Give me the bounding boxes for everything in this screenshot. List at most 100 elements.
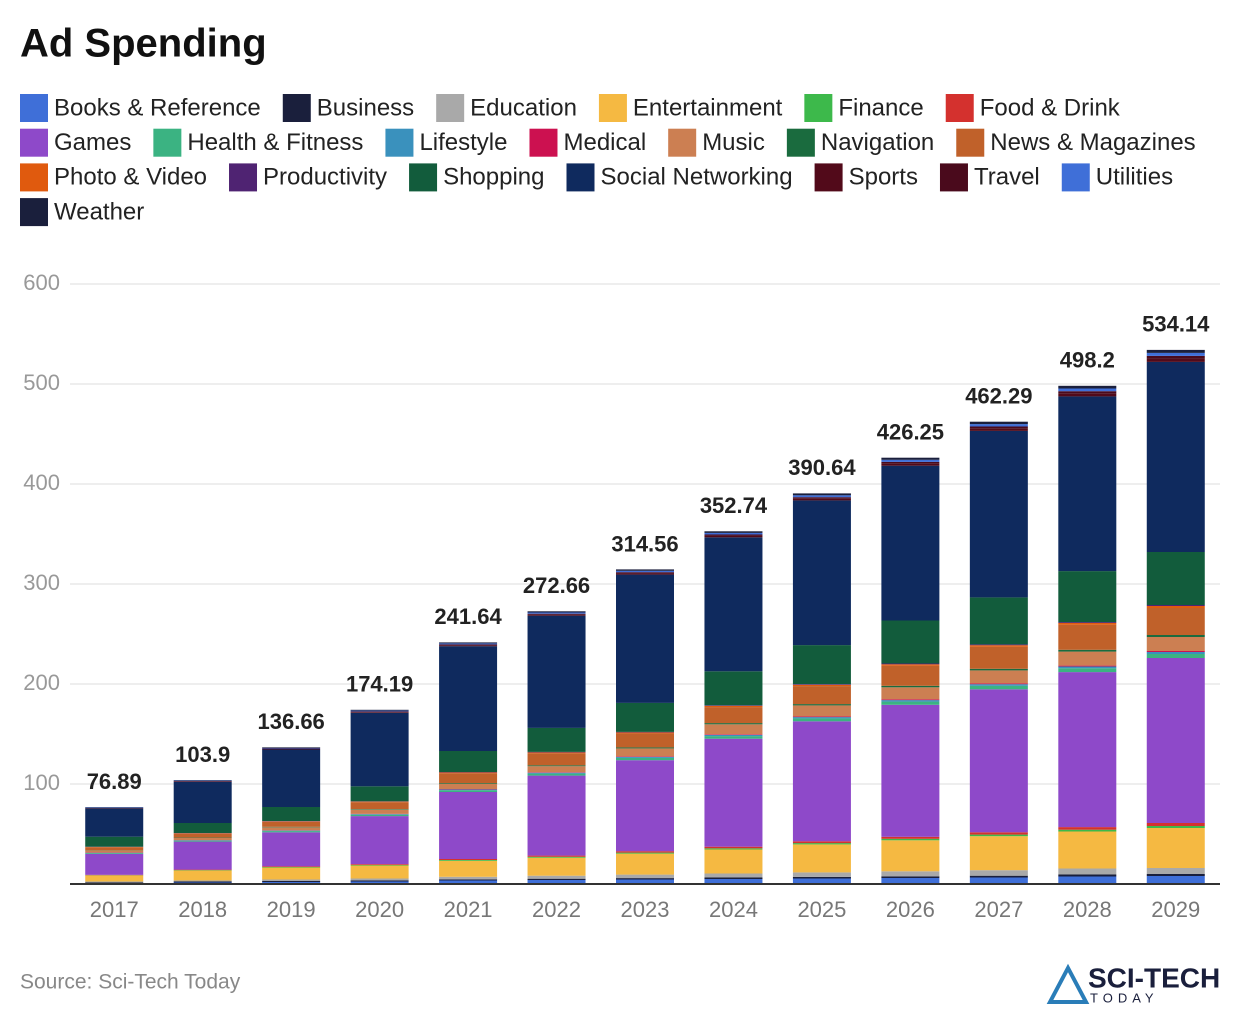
bar-segment — [351, 710, 409, 711]
y-tick-label: 600 — [23, 270, 60, 295]
bar-segment — [1058, 396, 1116, 571]
bar-segment — [793, 717, 851, 718]
total-label: 498.2 — [1060, 348, 1115, 373]
bar-segment — [1147, 874, 1205, 876]
bar-segment — [528, 776, 586, 856]
bar-segment — [704, 724, 762, 734]
bar-segment — [439, 784, 497, 789]
legend-swatch — [956, 129, 984, 157]
legend-label: Finance — [838, 94, 923, 121]
bar-segment — [970, 597, 1028, 644]
bar-segment — [528, 879, 586, 880]
bar-segment — [970, 427, 1028, 429]
bar-segment — [881, 687, 939, 699]
bar-segment — [439, 644, 497, 645]
bar-segment — [1147, 552, 1205, 605]
bar-segment — [1147, 350, 1205, 353]
bar-segment — [262, 827, 320, 828]
bar-segment — [1147, 605, 1205, 606]
bar-segment — [351, 879, 409, 881]
bar-segment — [616, 747, 674, 748]
bar-segment — [616, 878, 674, 879]
bar-segment — [704, 536, 762, 537]
legend-label: Travel — [974, 164, 1040, 191]
bar-segment — [262, 748, 320, 749]
bar-segment — [528, 752, 586, 753]
total-label: 136.66 — [258, 709, 325, 734]
bar-segment — [704, 723, 762, 724]
bar-segment — [85, 853, 143, 854]
source: Source: Sci-Tech Today — [20, 971, 241, 994]
bar-segment — [439, 790, 497, 792]
bar-segment — [793, 843, 851, 844]
legend-label: Food & Drink — [980, 94, 1121, 121]
legend-label: Music — [702, 129, 765, 156]
legend-label: Photo & Video — [54, 164, 207, 191]
bar-segment — [970, 836, 1028, 870]
legend-swatch — [153, 129, 181, 157]
bar-segment — [1147, 637, 1205, 651]
bar-segment — [1147, 826, 1205, 828]
bar-segment — [881, 458, 939, 460]
bar-segment — [1058, 875, 1116, 877]
legend-swatch — [409, 163, 437, 191]
legend-label: Shopping — [443, 164, 544, 191]
x-tick-label: 2026 — [886, 897, 935, 922]
x-tick-label: 2019 — [267, 897, 316, 922]
bar-segment — [881, 621, 939, 664]
bar-segment — [881, 700, 939, 702]
bar-segment — [970, 669, 1028, 671]
total-label: 426.25 — [877, 420, 944, 445]
bar-segment — [85, 851, 143, 853]
total-label: 352.74 — [700, 493, 768, 518]
bar-segment — [616, 571, 674, 572]
total-label: 103.9 — [175, 742, 230, 767]
bar-segment — [1147, 828, 1205, 868]
bar-segment — [439, 877, 497, 880]
legend-label: Social Networking — [601, 164, 793, 191]
bar-segment — [704, 850, 762, 874]
bar-segment — [1058, 386, 1116, 389]
bar-segment — [704, 705, 762, 706]
bar-segment — [351, 713, 409, 787]
bar-segment — [970, 832, 1028, 834]
x-tick-label: 2018 — [178, 897, 227, 922]
bar-segment — [85, 809, 143, 837]
legend-swatch — [436, 94, 464, 122]
bar-segment — [970, 424, 1028, 426]
bar-segment — [1058, 827, 1116, 830]
bar-segment — [1147, 608, 1205, 635]
bar-segment — [704, 735, 762, 736]
bar-segment — [704, 707, 762, 723]
bar-segment — [439, 860, 497, 861]
bar-segment — [1058, 625, 1116, 650]
bar-segment — [616, 575, 674, 703]
bar-segment — [351, 881, 409, 882]
bar-segment — [616, 760, 674, 851]
legend-label: Productivity — [263, 164, 387, 191]
bar-segment — [351, 711, 409, 712]
bar-segment — [262, 749, 320, 750]
bar-segment — [616, 573, 674, 574]
bar-segment — [262, 807, 320, 821]
bar-segment — [970, 689, 1028, 832]
bar-segment — [793, 872, 851, 877]
bar-segment — [174, 782, 232, 823]
bar-segment — [1058, 571, 1116, 622]
bar-segment — [793, 685, 851, 686]
bar-segment — [704, 533, 762, 535]
bar-segment — [439, 643, 497, 644]
bar-segment — [881, 666, 939, 686]
x-tick-label: 2027 — [974, 897, 1023, 922]
bar-segment — [881, 664, 939, 666]
y-tick-label: 400 — [23, 470, 60, 495]
y-tick-label: 300 — [23, 570, 60, 595]
legend-swatch — [20, 163, 48, 191]
legend-label: Sports — [849, 164, 918, 191]
bar-segment — [793, 716, 851, 717]
y-tick-label: 100 — [23, 770, 60, 795]
bar-segment — [528, 857, 586, 858]
bar-segment — [704, 874, 762, 878]
bar-segment — [528, 766, 586, 772]
bar-segment — [793, 499, 851, 501]
